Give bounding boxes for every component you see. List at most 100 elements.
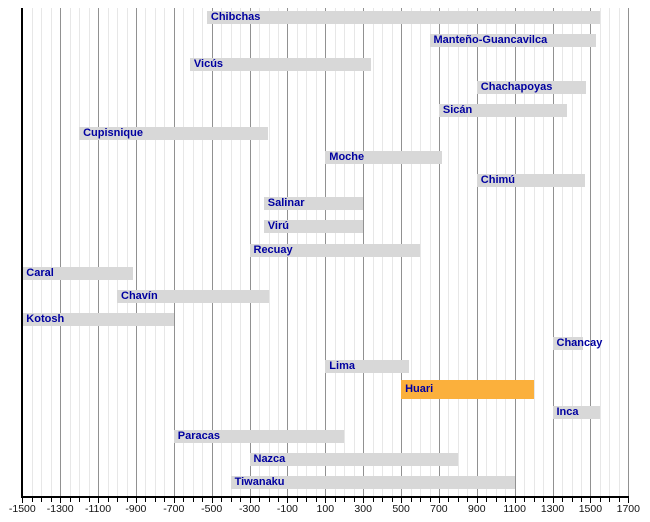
- timeline-bar: [552, 336, 583, 350]
- x-axis-tick: [401, 498, 403, 503]
- x-axis-tick-label: 300: [354, 503, 372, 515]
- x-axis-tick-label: 1100: [503, 503, 526, 515]
- timeline-bar: [476, 173, 585, 187]
- gridline-minor: [117, 8, 118, 496]
- timeline-bar-label: Virú: [267, 220, 289, 233]
- x-axis-tick: [533, 498, 535, 502]
- gridline-minor: [618, 8, 620, 496]
- x-axis-tick: [524, 498, 526, 502]
- x-axis-tick-label: 500: [392, 503, 410, 515]
- x-axis-tick: [41, 498, 43, 502]
- timeline-bar: [230, 476, 515, 489]
- gridline-major: [438, 8, 440, 496]
- gridline-major: [552, 8, 554, 496]
- x-axis-tick: [296, 498, 298, 502]
- gridline-minor: [69, 8, 71, 496]
- gridline-minor: [154, 8, 156, 496]
- timeline-bar-label: Sicán: [442, 104, 473, 116]
- gridline-minor: [533, 8, 535, 496]
- gridline-minor: [562, 8, 563, 496]
- x-axis-tick: [117, 498, 118, 502]
- timeline-bar-label: Salinar: [267, 197, 305, 209]
- gridline-minor: [164, 8, 166, 496]
- timeline-bar: [249, 452, 458, 466]
- x-axis-tick: [590, 498, 592, 503]
- gridline-minor: [495, 8, 497, 496]
- x-axis-tick: [240, 498, 242, 502]
- gridline-major: [173, 8, 175, 496]
- x-axis-line: [21, 496, 630, 498]
- x-axis-tick: [79, 498, 81, 502]
- gridline-minor: [524, 8, 526, 496]
- x-axis-tick: [249, 498, 251, 503]
- x-axis-tick: [211, 498, 213, 503]
- timeline-bar-label: Kotosh: [26, 313, 65, 326]
- gridline-minor: [31, 8, 33, 496]
- x-axis-tick: [287, 498, 289, 503]
- x-axis-tick-label: -1100: [84, 503, 112, 515]
- x-axis-tick: [599, 498, 601, 502]
- x-axis-tick: [552, 498, 554, 503]
- x-axis-tick: [145, 498, 147, 502]
- x-axis-tick: [192, 498, 194, 502]
- timeline-bar-label: Cupisnique: [83, 127, 143, 140]
- x-axis-tick: [278, 498, 279, 502]
- x-axis-tick: [410, 498, 412, 502]
- x-axis-tick: [325, 498, 327, 503]
- gridline-minor: [599, 8, 601, 496]
- gridline-minor: [543, 8, 545, 496]
- timeline-bar-label: Huari: [405, 383, 434, 395]
- x-axis-tick: [628, 498, 630, 503]
- x-axis-tick: [448, 498, 450, 502]
- x-axis-tick-label: -900: [125, 503, 147, 515]
- x-axis-tick-label: 1700: [616, 503, 640, 515]
- timeline-bar-label: Vicús: [193, 57, 224, 70]
- x-axis-tick: [363, 498, 365, 503]
- gridline-minor: [145, 8, 147, 496]
- gridline-major: [476, 8, 478, 496]
- gridline-minor: [448, 8, 450, 496]
- x-axis-tick: [571, 498, 573, 502]
- x-axis-tick: [60, 498, 62, 503]
- timeline-bar-label: Chibchas: [210, 11, 261, 23]
- gridline-major: [590, 8, 592, 496]
- gridline-minor: [240, 8, 242, 496]
- timeline-bar-label: Chimú: [480, 173, 516, 186]
- gridline-minor: [581, 8, 582, 496]
- x-axis-tick: [221, 498, 223, 502]
- timeline-bar: [117, 290, 269, 303]
- timeline-bar-label: Lima: [329, 359, 355, 372]
- x-axis-tick: [88, 498, 90, 502]
- timeline-bar: [206, 11, 600, 24]
- timeline-bar: [249, 243, 420, 257]
- x-axis-tick: [438, 498, 440, 503]
- gridline-minor: [457, 8, 459, 496]
- gridline-minor: [202, 8, 204, 496]
- gridline-major: [60, 8, 62, 496]
- x-axis-tick: [514, 498, 516, 503]
- gridline-minor: [505, 8, 507, 496]
- timeline-bar: [325, 359, 409, 373]
- x-axis-tick-label: 900: [468, 503, 486, 515]
- timeline-bar: [173, 429, 345, 443]
- x-axis-tick: [429, 498, 431, 502]
- x-axis-tick-label: -100: [276, 503, 298, 515]
- timeline-bar-label: Tiwanaku: [234, 476, 285, 488]
- x-axis-tick-label: -700: [163, 503, 185, 515]
- x-axis-tick: [50, 498, 52, 502]
- gridline-minor: [183, 8, 185, 496]
- x-axis-tick-label: -1500: [8, 503, 36, 515]
- gridline-minor: [107, 8, 109, 496]
- x-axis-tick: [183, 498, 185, 502]
- timeline-bar: [429, 34, 597, 48]
- timeline-bar-label: Manteño-Guancavilca: [433, 34, 548, 47]
- x-axis-tick: [98, 498, 99, 503]
- gridline-major: [98, 8, 99, 496]
- x-axis-tick-label: -1300: [46, 503, 74, 515]
- gridline-minor: [467, 8, 469, 496]
- timeline-bar-label: Caral: [26, 266, 54, 279]
- timeline-bar: [552, 406, 600, 420]
- timeline-bar-label: Paracas: [177, 429, 221, 442]
- gridline-minor: [420, 8, 421, 496]
- timeline-bar-label: Nazca: [253, 452, 286, 465]
